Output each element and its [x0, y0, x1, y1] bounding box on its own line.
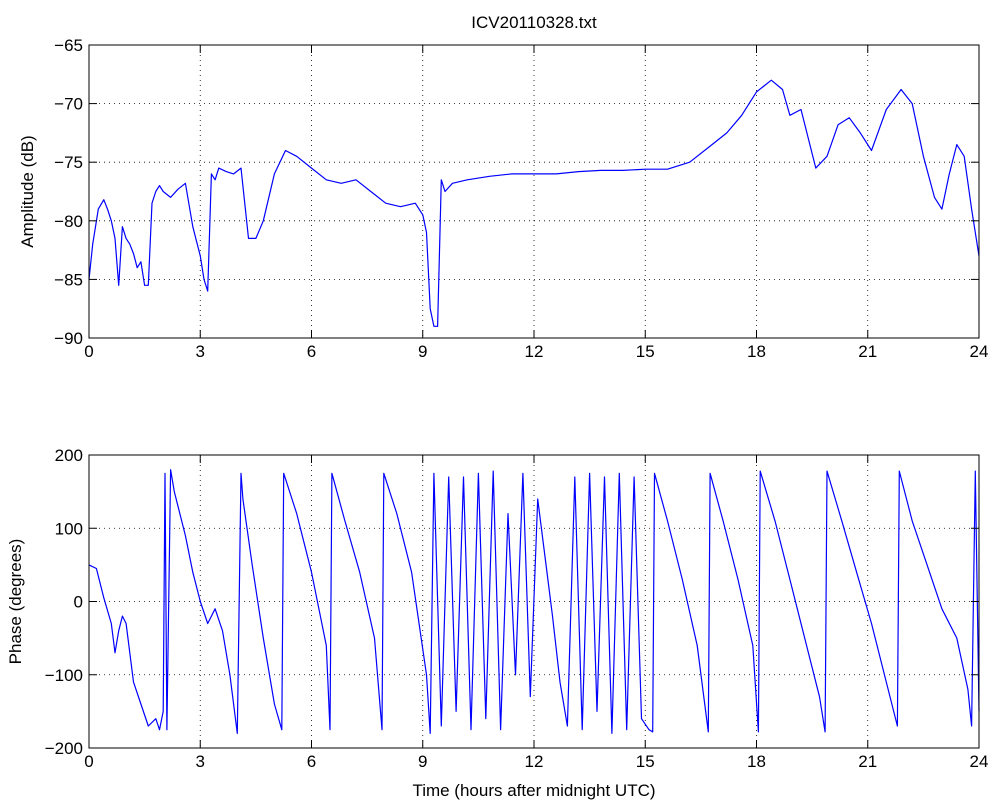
phase-x-axis-label: Time (hours after midnight UTC): [412, 781, 655, 800]
amplitude-plot: 0 3 6 9 12 15 18 21 24 −90 −85 −80 −75 −70 −65 Amplitu…: [18, 36, 988, 361]
phase-series-line: [88, 469, 980, 735]
amplitude-x-tick-label: 21: [858, 342, 877, 361]
phase-x-tick-label: 15: [636, 752, 655, 771]
amplitude-plot-area: [89, 45, 979, 338]
phase-x-tick-label: 6: [307, 752, 316, 771]
amplitude-y-axis-label: Amplitude (dB): [18, 135, 37, 247]
amplitude-y-tick-label: −85: [54, 270, 83, 289]
phase-ticks: 0 3 6 9 12 15 18 21 24 −200 −100 0 100 200: [45, 446, 989, 771]
phase-y-tick-label: −100: [45, 666, 83, 685]
phase-y-axis-label: Phase (degrees): [6, 539, 25, 665]
phase-plot: 0 3 6 9 12 15 18 21 24 −200 −100 0 100 200 Phase (deg…: [6, 446, 988, 800]
phase-x-tick-label: 18: [747, 752, 766, 771]
amplitude-x-tick-label: 0: [84, 342, 93, 361]
amplitude-x-tick-label: 3: [196, 342, 205, 361]
amplitude-y-tick-label: −80: [54, 212, 83, 231]
amplitude-y-tick-label: −70: [54, 95, 83, 114]
amplitude-ticks: 0 3 6 9 12 15 18 21 24 −90 −85 −80 −75 −70 −65: [54, 36, 988, 361]
phase-x-tick-label: 24: [970, 752, 989, 771]
amplitude-x-tick-label: 18: [747, 342, 766, 361]
phase-x-tick-label: 3: [196, 752, 205, 771]
amplitude-x-tick-label: 24: [970, 342, 989, 361]
amplitude-y-tick-label: −75: [54, 153, 83, 172]
phase-y-tick-label: −200: [45, 739, 83, 758]
amplitude-x-tick-label: 12: [525, 342, 544, 361]
amplitude-series-line: [88, 79, 980, 327]
amplitude-grid: [89, 45, 979, 338]
amplitude-y-tick-label: −90: [54, 329, 83, 348]
amplitude-x-tick-label: 15: [636, 342, 655, 361]
amplitude-x-tick-label: 9: [418, 342, 427, 361]
phase-x-tick-label: 21: [858, 752, 877, 771]
phase-x-tick-label: 9: [418, 752, 427, 771]
phase-y-tick-label: 200: [55, 446, 83, 465]
phase-x-tick-label: 0: [84, 752, 93, 771]
amplitude-y-tick-label: −65: [54, 36, 83, 55]
phase-y-tick-label: 100: [55, 519, 83, 538]
phase-x-tick-label: 12: [525, 752, 544, 771]
amplitude-x-tick-label: 6: [307, 342, 316, 361]
phase-y-tick-label: 0: [74, 593, 83, 612]
figure-title: ICV20110328.txt: [471, 13, 597, 32]
